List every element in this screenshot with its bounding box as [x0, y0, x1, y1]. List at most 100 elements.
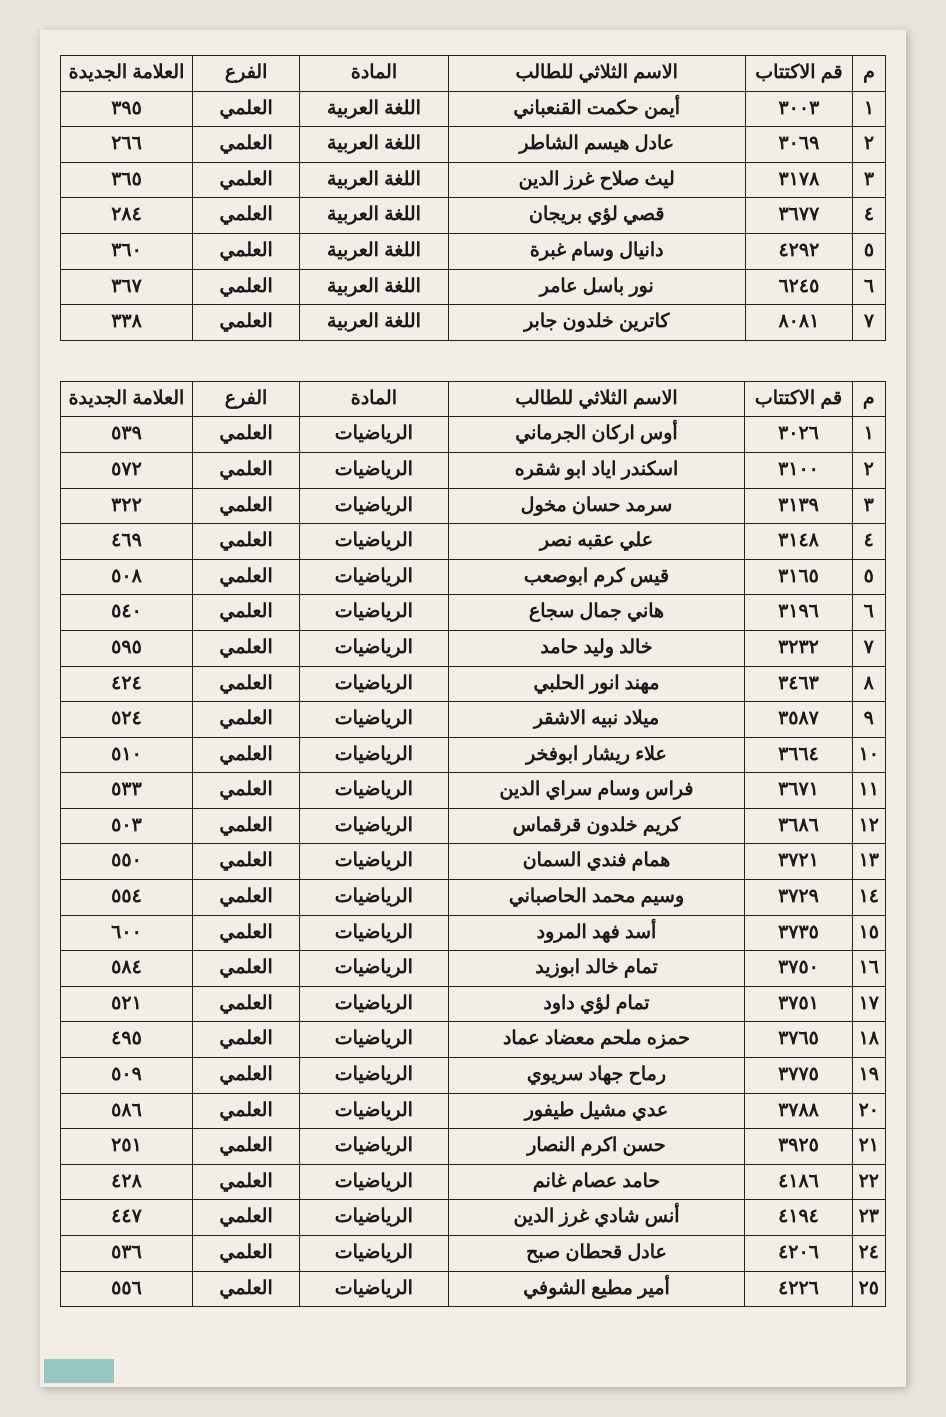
- cell-name: تمام خالد ابوزيد: [448, 951, 745, 987]
- cell-subject: الرياضيات: [300, 951, 448, 987]
- cell-id: ٣٩٢٥: [745, 1129, 852, 1165]
- table-row: ٢٢٤١٨٦حامد عصام غانمالرياضياتالعلمي٤٢٨: [61, 1164, 886, 1200]
- cell-name: أسد فهد المرود: [448, 915, 745, 951]
- cell-grade: ٤٢٨: [61, 1164, 193, 1200]
- cell-subject: الرياضيات: [300, 1093, 448, 1129]
- cell-m: ٤: [852, 524, 885, 560]
- cell-branch: العلمي: [192, 559, 299, 595]
- table-row: ١٦٣٧٥٠تمام خالد ابوزيدالرياضياتالعلمي٥٨٤: [61, 951, 886, 987]
- cell-name: عادل قحطان صبح: [448, 1236, 745, 1272]
- page: { "headers": { "m": "م", "id": "قم الاكت…: [40, 30, 906, 1387]
- cell-id: ٣٧٥٠: [745, 951, 852, 987]
- cell-m: ٥: [852, 559, 885, 595]
- cell-grade: ٣٦٠: [61, 233, 193, 269]
- header-subject: المادة: [300, 56, 449, 92]
- cell-branch: العلمي: [192, 880, 299, 916]
- cell-branch: العلمي: [192, 1093, 299, 1129]
- cell-m: ٢: [852, 452, 885, 488]
- cell-name: وسيم محمد الحاصباني: [448, 880, 745, 916]
- table-row: ١١٣٦٧١فراس وسام سراي الدينالرياضياتالعلم…: [61, 773, 886, 809]
- cell-name: عدي مشيل طيفور: [448, 1093, 745, 1129]
- table-row: ٩٣٥٨٧ميلاد نبيه الاشقرالرياضياتالعلمي٥٢٤: [61, 702, 886, 738]
- cell-branch: العلمي: [192, 773, 299, 809]
- cell-name: دانيال وسام غبرة: [448, 233, 745, 269]
- cell-subject: اللغة العربية: [300, 233, 449, 269]
- cell-subject: اللغة العربية: [300, 91, 449, 127]
- table-row: ٥٤٢٩٢دانيال وسام غبرةاللغة العربيةالعلمي…: [61, 233, 886, 269]
- cell-id: ٣٧٨٨: [745, 1093, 852, 1129]
- cell-grade: ٥٨٦: [61, 1093, 193, 1129]
- cell-grade: ٥١٠: [61, 737, 193, 773]
- cell-subject: الرياضيات: [300, 986, 448, 1022]
- cell-name: هاني جمال سجاع: [448, 595, 745, 631]
- cell-id: ٣٧٦٥: [745, 1022, 852, 1058]
- cell-m: ١٩: [852, 1058, 885, 1094]
- cell-branch: العلمي: [193, 162, 300, 198]
- header-name: الاسم الثلاثي للطالب: [448, 56, 745, 92]
- table-row: ٨٣٤٦٣مهند انور الحلبيالرياضياتالعلمي٤٢٤: [61, 666, 886, 702]
- table-row: ٢٥٤٢٢٦أمير مطيع الشوفيالرياضياتالعلمي٥٥٦: [61, 1271, 886, 1307]
- table-header-row: م قم الاكتتاب الاسم الثلاثي للطالب الماد…: [61, 381, 886, 417]
- table-row: ١٥٣٧٣٥أسد فهد المرودالرياضياتالعلمي٦٠٠: [61, 915, 886, 951]
- cell-id: ٣١٦٥: [745, 559, 852, 595]
- table-row: ٧٣٢٣٢خالد وليد حامدالرياضياتالعلمي٥٩٥: [61, 630, 886, 666]
- header-m: م: [853, 56, 886, 92]
- cell-subject: الرياضيات: [300, 666, 448, 702]
- table-row: ٢٣١٠٠اسكندر اياد ابو شقرهالرياضياتالعلمي…: [61, 452, 886, 488]
- table-arabic: م قم الاكتتاب الاسم الثلاثي للطالب الماد…: [60, 55, 886, 341]
- table-row: ٦٣١٩٦هاني جمال سجاعالرياضياتالعلمي٥٤٠: [61, 595, 886, 631]
- cell-subject: الرياضيات: [300, 702, 448, 738]
- cell-grade: ٤٢٤: [61, 666, 193, 702]
- cell-grade: ٥٥٠: [61, 844, 193, 880]
- cell-m: ٢٣: [852, 1200, 885, 1236]
- cell-branch: العلمي: [192, 1164, 299, 1200]
- cell-subject: الرياضيات: [300, 1022, 448, 1058]
- cell-m: ٥: [853, 233, 886, 269]
- cell-grade: ٥٣٦: [61, 1236, 193, 1272]
- cell-subject: الرياضيات: [300, 559, 448, 595]
- cell-branch: العلمي: [193, 91, 300, 127]
- cell-branch: العلمي: [192, 417, 299, 453]
- cell-m: ١: [853, 91, 886, 127]
- header-grade: العلامة الجديدة: [61, 381, 193, 417]
- cell-id: ٣٠٢٦: [745, 417, 852, 453]
- cell-id: ٣١٠٠: [745, 452, 852, 488]
- cell-branch: العلمي: [193, 269, 300, 305]
- cell-grade: ٥٨٤: [61, 951, 193, 987]
- table-row: ٣٣١٣٩سرمد حسان مخولالرياضياتالعلمي٣٢٢: [61, 488, 886, 524]
- cell-subject: اللغة العربية: [300, 127, 449, 163]
- cell-m: ٢: [853, 127, 886, 163]
- cell-grade: ٥٣٩: [61, 417, 193, 453]
- cell-id: ٣٦٦٤: [745, 737, 852, 773]
- cell-branch: العلمي: [193, 127, 300, 163]
- cell-grade: ٤٤٧: [61, 1200, 193, 1236]
- cell-m: ٧: [853, 305, 886, 341]
- cell-id: ٣٧٣٥: [745, 915, 852, 951]
- cell-grade: ٢٦٦: [61, 127, 193, 163]
- table-row: ١٤٣٧٢٩وسيم محمد الحاصبانيالرياضياتالعلمي…: [61, 880, 886, 916]
- cell-m: ٢٥: [852, 1271, 885, 1307]
- cell-m: ٧: [852, 630, 885, 666]
- cell-branch: العلمي: [192, 630, 299, 666]
- table-row: ١٢٣٦٨٦كريم خلدون قرقماسالرياضياتالعلمي٥٠…: [61, 808, 886, 844]
- cell-subject: اللغة العربية: [300, 269, 449, 305]
- cell-name: حامد عصام غانم: [448, 1164, 745, 1200]
- cell-name: أوس اركان الجرماني: [448, 417, 745, 453]
- cell-grade: ٥٠٩: [61, 1058, 193, 1094]
- cell-id: ٤٢٠٦: [745, 1236, 852, 1272]
- cell-subject: الرياضيات: [300, 737, 448, 773]
- cell-name: أمير مطيع الشوفي: [448, 1271, 745, 1307]
- cell-m: ١١: [852, 773, 885, 809]
- cell-subject: الرياضيات: [300, 630, 448, 666]
- cell-subject: الرياضيات: [300, 773, 448, 809]
- cell-branch: العلمي: [192, 488, 299, 524]
- cell-m: ٢٠: [852, 1093, 885, 1129]
- cell-branch: العلمي: [192, 1236, 299, 1272]
- cell-grade: ٣٣٨: [61, 305, 193, 341]
- cell-name: حسن اكرم النصار: [448, 1129, 745, 1165]
- cell-m: ١٣: [852, 844, 885, 880]
- cell-m: ٢٢: [852, 1164, 885, 1200]
- table-row: ٢٠٣٧٨٨عدي مشيل طيفورالرياضياتالعلمي٥٨٦: [61, 1093, 886, 1129]
- cell-name: ميلاد نبيه الاشقر: [448, 702, 745, 738]
- cell-grade: ٥٤٠: [61, 595, 193, 631]
